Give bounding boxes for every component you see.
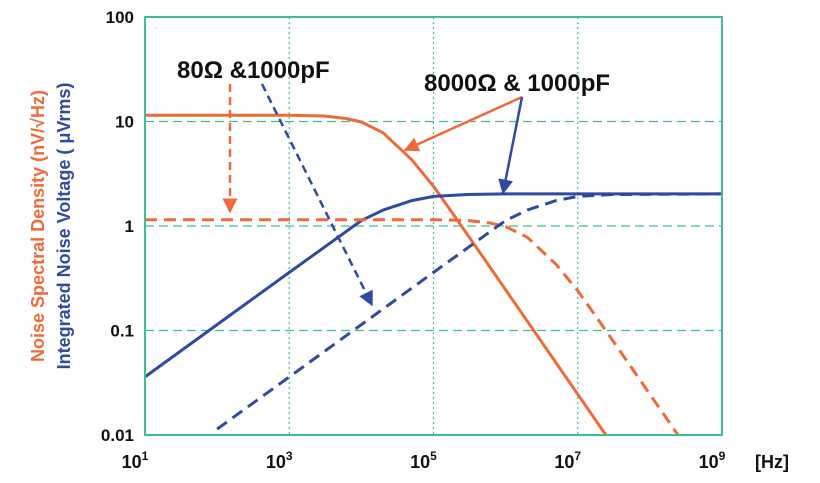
series-line-orange-solid	[145, 113, 608, 435]
series-line-blue-dashed	[216, 192, 722, 431]
y-tick-label: 0.1	[110, 322, 134, 341]
x-unit-label: [Hz]	[755, 452, 789, 472]
plot-frame	[144, 16, 723, 436]
x-tick-label: 107	[554, 449, 581, 472]
annotation-8000ohm: 8000Ω & 1000pF	[424, 70, 610, 97]
series-group	[145, 113, 722, 435]
x-tick-label: 101	[122, 449, 149, 472]
annotation-80ohm: 80Ω &1000pF	[177, 57, 330, 84]
x-tick-label: 105	[410, 449, 437, 472]
y-tick-label: 1	[125, 217, 134, 236]
y-tick-label: 0.01	[101, 426, 134, 445]
series-line-orange-dashed	[145, 218, 680, 435]
x-tick-label: 109	[699, 449, 726, 472]
arrow-80ohm-blue	[260, 83, 374, 307]
series-line-blue-solid	[145, 192, 722, 379]
grid-lines	[145, 17, 722, 435]
y-tick-label: 10	[115, 113, 134, 132]
y-axis-label-left: Noise Spectral Density (nV/√Hz)	[28, 90, 48, 362]
arrow-8000ohm-blue	[498, 96, 524, 195]
arrow-8000ohm-orange	[403, 95, 523, 152]
y-tick-labels: 100 10 1 0.1 0.01	[101, 8, 134, 445]
x-tick-label: 103	[266, 449, 293, 472]
y-axis-label-right: Integrated Noise Voltage ( μVrms)	[54, 83, 74, 370]
y-tick-label: 100	[106, 8, 134, 27]
x-tick-labels: 101 103 105 107 109	[122, 449, 726, 472]
